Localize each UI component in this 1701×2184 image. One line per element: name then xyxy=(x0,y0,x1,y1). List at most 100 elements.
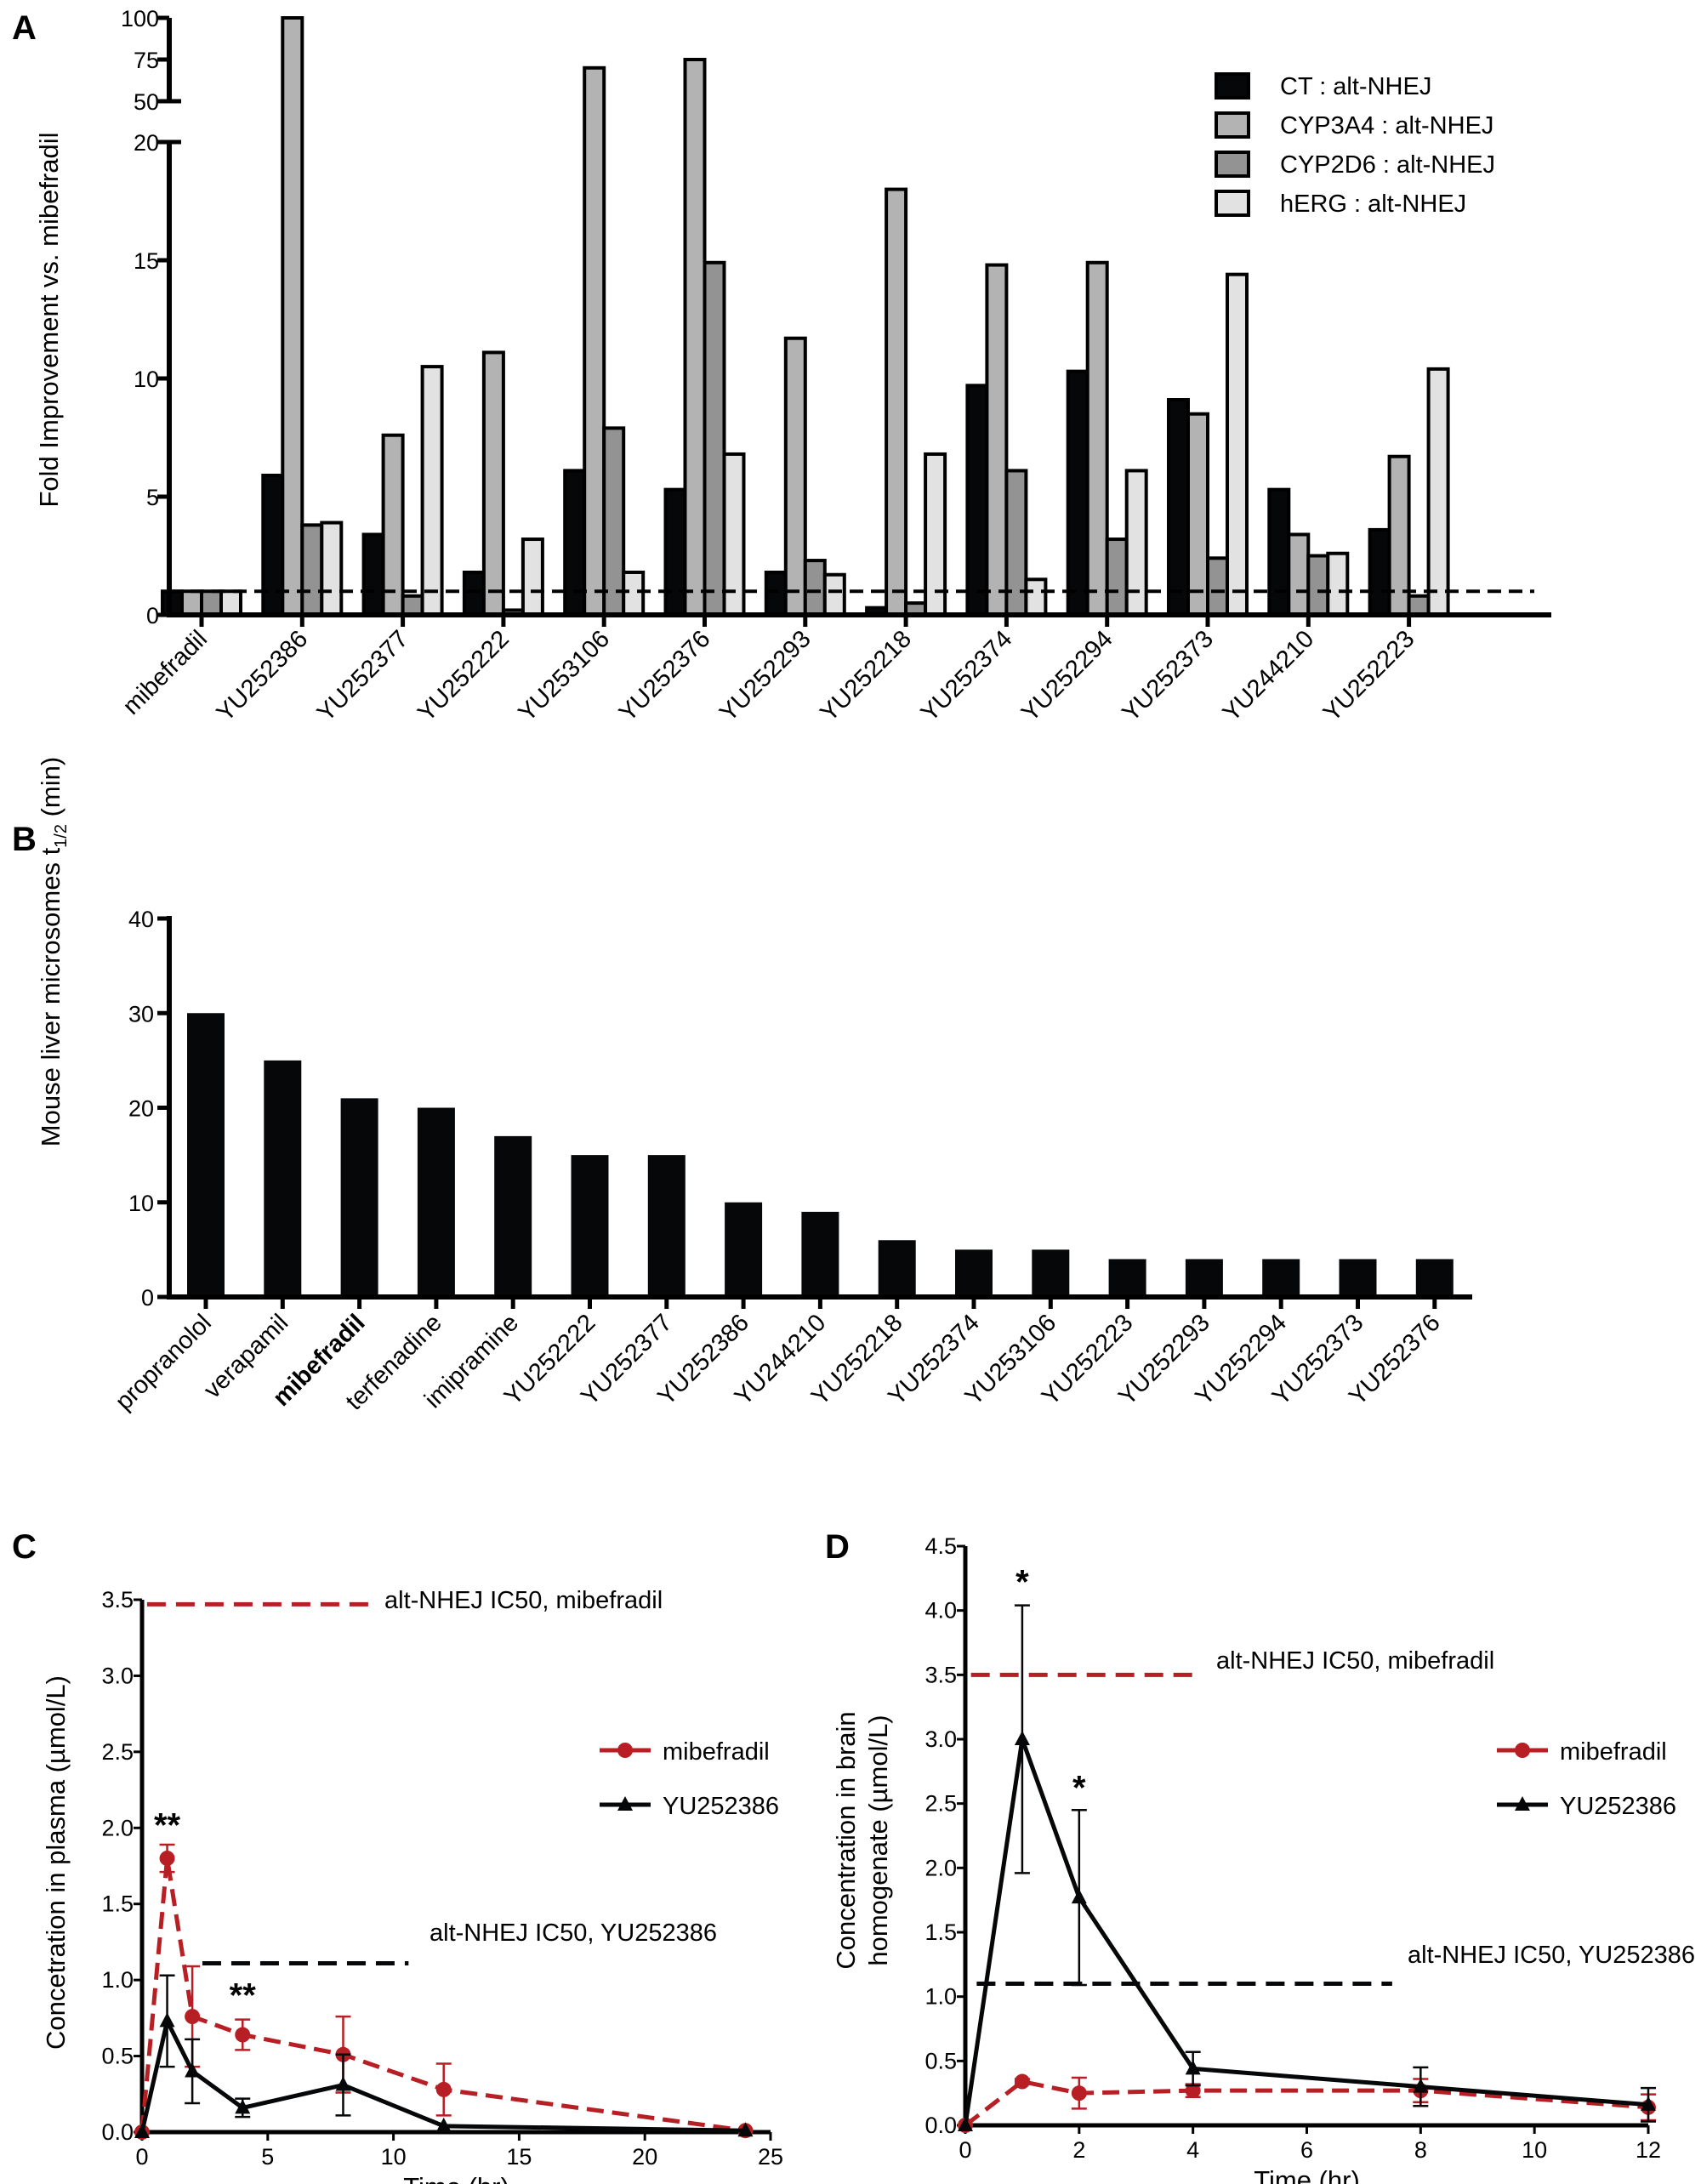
bar-YU252293-0 xyxy=(764,570,788,617)
panel-label-d: D xyxy=(825,1528,850,1566)
significance-marker: * xyxy=(1015,1563,1029,1601)
bar-YU253106-1 xyxy=(583,65,606,617)
x-tick-label: 10 xyxy=(381,2144,407,2170)
y-tick-label: 2.0 xyxy=(101,1815,134,1840)
significance-marker: * xyxy=(1072,1770,1086,1807)
y-axis-title-subscript: 1/2 xyxy=(52,824,71,848)
panel-c-chart: 0 5 10 15 20 25 0.0 0.5 1.0 1.5 2.0 2.5 3.0 3.5 alt-NH… xyxy=(41,1587,783,2184)
bar-YU252374-3 xyxy=(1024,577,1048,617)
legend-marker-triangle xyxy=(617,1796,633,1811)
bar-YU252377-1 xyxy=(381,433,405,617)
y-tick-label: 15 xyxy=(134,248,159,274)
y-tick-label: 3.5 xyxy=(924,1662,957,1687)
y-tick-label: 0 xyxy=(146,603,159,628)
data-point-circle xyxy=(235,2027,251,2043)
y-tick-label: 4.0 xyxy=(924,1598,957,1624)
bar-YU252293-3 xyxy=(822,572,846,617)
bar-YU252222-3 xyxy=(521,537,544,617)
y-tick-label: 1.0 xyxy=(924,1984,957,2010)
panel-d-chart: 0 2 4 6 8 10 12 0.0 0.5 1.0 1.5 2.0 2.5 3.0 3.5 4.0 4.5 a… xyxy=(831,1533,1695,2184)
x-tick-label: 0 xyxy=(959,2137,971,2163)
bar-YU252222-0 xyxy=(462,570,486,617)
legend-label: mibefradil xyxy=(1560,1738,1667,1766)
data-point-circle xyxy=(1071,2085,1087,2102)
bar-YU252218 xyxy=(878,1240,916,1297)
bar-YU253106-2 xyxy=(602,426,626,617)
bar-YU252293-1 xyxy=(783,336,807,617)
bar-YU252386-1 xyxy=(281,16,304,617)
bar-YU252386-0 xyxy=(261,473,285,617)
bar-YU253106-3 xyxy=(622,570,646,617)
data-point-circle xyxy=(435,2081,452,2097)
bar-YU252223-3 xyxy=(1426,367,1450,617)
x-tick-label: YU252294 xyxy=(1016,625,1118,727)
bar-YU252293 xyxy=(1185,1259,1223,1297)
legend-swatch xyxy=(1215,151,1250,178)
y-tick-label: 50 xyxy=(134,89,159,115)
legend-marker-circle xyxy=(617,1743,633,1758)
legend-marker-triangle xyxy=(1515,1796,1530,1811)
y-tick-label: 20 xyxy=(134,130,159,156)
panel-label-a: A xyxy=(12,9,37,47)
ic50-reference-label: alt-NHEJ IC50, mibefradil xyxy=(1216,1647,1494,1675)
bar-YU252376-2 xyxy=(703,260,726,617)
bar-YU252374-2 xyxy=(1004,469,1028,617)
y-tick-label: 0.0 xyxy=(101,2119,134,2145)
x-tick-label: YU253106 xyxy=(514,625,616,727)
legend-swatch xyxy=(1215,72,1250,100)
bar-mibefradil-3 xyxy=(219,589,242,617)
data-point-triangle xyxy=(1413,2078,1429,2093)
data-point-triangle xyxy=(134,2124,150,2138)
y-tick-label: 0.5 xyxy=(101,2044,134,2069)
bar-YU244210-1 xyxy=(1287,532,1311,617)
bar-verapamil xyxy=(264,1060,302,1297)
bar-YU252373-3 xyxy=(1226,272,1249,617)
y-axis-title-main: Mouse liver microsomes t xyxy=(36,847,65,1146)
legend-label: CYP3A4 : alt-NHEJ xyxy=(1280,112,1493,139)
bar-propranolol xyxy=(187,1013,225,1297)
x-tick-label: 12 xyxy=(1636,2137,1661,2163)
data-point-circle xyxy=(185,2009,201,2025)
legend-label: CT : alt-NHEJ xyxy=(1280,73,1431,100)
y-axis-title: Concetration in plasma (µmol/L) xyxy=(41,1675,71,2050)
bar-terfenadine xyxy=(417,1107,455,1297)
bar-mibefradil-2 xyxy=(200,589,223,617)
data-point-triangle xyxy=(435,2117,452,2132)
bar-YU252374 xyxy=(955,1249,993,1297)
bar-YU252376-1 xyxy=(683,58,707,617)
y-tick-label: 1.5 xyxy=(101,1891,134,1917)
bar-YU252374-1 xyxy=(985,263,1009,617)
y-tick-label: 4.5 xyxy=(924,1533,957,1559)
x-tick-label: 2 xyxy=(1072,2137,1085,2163)
bar-YU252374-0 xyxy=(965,384,989,617)
bar-YU252376-0 xyxy=(663,487,687,617)
y-tick-label: 30 xyxy=(128,1001,154,1027)
series-line-YU252386 xyxy=(963,1738,1649,2126)
y-tick-label: 0.0 xyxy=(924,2113,957,2138)
bar-YU252218-1 xyxy=(885,187,908,617)
series-line-mibefradil xyxy=(964,2079,1649,2127)
bar-YU252294-0 xyxy=(1066,369,1089,617)
bar-mibefradil xyxy=(340,1098,378,1297)
x-tick-label: YU252293 xyxy=(714,625,816,727)
bar-YU244210 xyxy=(801,1211,839,1297)
x-axis-title: Time (hr) xyxy=(1254,2165,1360,2184)
data-point-triangle xyxy=(737,2122,754,2137)
y-tick-label: 0.5 xyxy=(924,2048,957,2073)
x-tick-label: YU252373 xyxy=(1117,625,1219,727)
bar-YU244210-3 xyxy=(1326,551,1350,617)
data-point-triangle xyxy=(185,2062,201,2078)
bar-YU252386-3 xyxy=(320,520,344,617)
y-tick-label: 1.5 xyxy=(924,1920,957,1945)
panel-a-chart: mibefradilYU252386YU252377YU252222YU2531… xyxy=(34,6,1551,727)
y-tick-label: 2.5 xyxy=(924,1791,957,1817)
bar-imipramine xyxy=(494,1135,532,1297)
y-tick-label: 5 xyxy=(146,485,159,510)
y-tick-label: 100 xyxy=(121,6,159,31)
bar-YU252377-2 xyxy=(401,594,424,617)
panel-b-chart: propranololverapamilmibefradilterfenadin… xyxy=(36,757,1472,1416)
data-point-circle xyxy=(1014,2073,1030,2090)
x-tick-label: 6 xyxy=(1300,2137,1313,2163)
bar-YU252377 xyxy=(647,1155,686,1297)
